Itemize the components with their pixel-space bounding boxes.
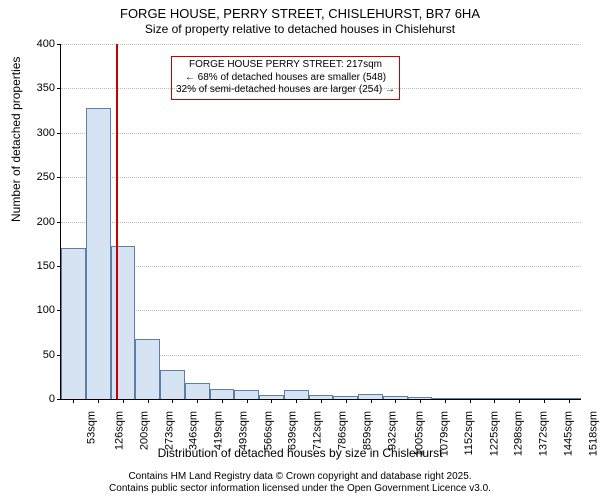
bar <box>86 108 111 399</box>
grid-line <box>61 177 581 178</box>
x-tick-label: 200sqm <box>138 411 150 450</box>
x-tick-label: 273sqm <box>163 411 175 450</box>
footer-text: Contains HM Land Registry data © Crown c… <box>0 471 600 495</box>
x-tick-label: 346sqm <box>188 411 200 450</box>
footer-line-1: Contains HM Land Registry data © Crown c… <box>0 471 600 483</box>
bar <box>457 398 482 399</box>
bar <box>284 390 309 399</box>
y-tick-label: 50 <box>43 349 55 361</box>
x-tick-label: 493sqm <box>238 411 250 450</box>
bar <box>234 390 259 399</box>
x-tick-label: 419sqm <box>213 411 225 450</box>
x-axis-label: Distribution of detached houses by size … <box>0 446 600 460</box>
y-tick-label: 350 <box>37 82 55 94</box>
footer-line-2: Contains public sector information licen… <box>0 483 600 495</box>
bar <box>309 395 334 399</box>
bar <box>531 398 556 399</box>
bar <box>507 398 532 399</box>
y-tick-label: 400 <box>37 38 55 50</box>
y-tick-label: 150 <box>37 260 55 272</box>
y-tick-label: 200 <box>37 216 55 228</box>
chart-subtitle: Size of property relative to detached ho… <box>0 22 600 36</box>
grid-line <box>61 266 581 267</box>
chart-frame: FORGE HOUSE, PERRY STREET, CHISLEHURST, … <box>0 0 600 500</box>
chart-title: FORGE HOUSE, PERRY STREET, CHISLEHURST, … <box>0 6 600 21</box>
x-tick-label: 639sqm <box>287 411 299 450</box>
annotation-box: FORGE HOUSE PERRY STREET: 217sqm← 68% of… <box>171 56 400 100</box>
bar <box>111 246 136 399</box>
grid-line <box>61 133 581 134</box>
x-tick-label: 786sqm <box>337 411 349 450</box>
y-tick-label: 100 <box>37 304 55 316</box>
y-tick-label: 300 <box>37 127 55 139</box>
grid-line <box>61 222 581 223</box>
annotation-line: ← 68% of detached houses are smaller (54… <box>176 72 395 85</box>
annotation-line: FORGE HOUSE PERRY STREET: 217sqm <box>176 59 395 72</box>
bar <box>482 398 507 399</box>
x-tick-label: 126sqm <box>114 411 126 450</box>
y-axis-label: Number of detached properties <box>9 56 23 221</box>
bar <box>333 396 358 399</box>
x-tick-label: 712sqm <box>312 411 324 450</box>
bar <box>358 394 383 399</box>
bar <box>61 248 86 399</box>
bar <box>135 339 160 399</box>
bar <box>556 398 581 399</box>
grid-line <box>61 310 581 311</box>
annotation-line: 32% of semi-detached houses are larger (… <box>176 84 395 97</box>
y-tick-label: 250 <box>37 171 55 183</box>
bar <box>210 389 235 399</box>
x-tick-label: 566sqm <box>262 411 274 450</box>
y-tick-label: 0 <box>49 393 55 405</box>
bar <box>185 383 210 399</box>
reference-line <box>116 44 118 399</box>
bar <box>408 397 433 399</box>
bar <box>259 395 284 399</box>
x-tick-label: 859sqm <box>361 411 373 450</box>
x-tick-label: 932sqm <box>386 411 398 450</box>
x-tick-label: 53sqm <box>86 411 98 444</box>
plot-area: FORGE HOUSE PERRY STREET: 217sqm← 68% of… <box>60 44 581 400</box>
grid-line <box>61 44 581 45</box>
bar <box>160 370 185 399</box>
bar <box>432 398 457 399</box>
bar <box>383 396 408 399</box>
